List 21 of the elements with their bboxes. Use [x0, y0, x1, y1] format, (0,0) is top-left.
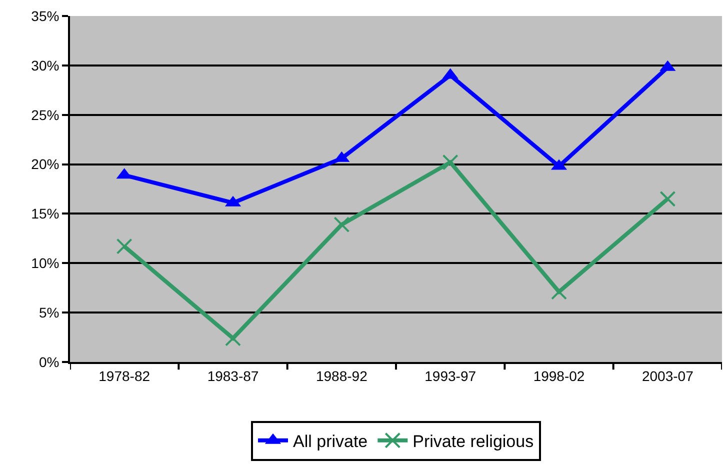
- point: [660, 190, 676, 207]
- point: [551, 284, 567, 300]
- x-tick-label: 2003-07: [642, 368, 694, 384]
- y-tick-label: 25%: [31, 106, 60, 123]
- point: [116, 238, 132, 254]
- x-tick-label: 1993-97: [424, 368, 476, 384]
- point: [442, 154, 458, 170]
- y-tick-label: 0%: [38, 354, 60, 370]
- y-tick-label: 15%: [31, 206, 60, 222]
- y-tick-label: 10%: [31, 255, 60, 272]
- x-tick-label: 1998-02: [533, 368, 585, 384]
- y-tick-label: 35%: [31, 8, 60, 24]
- y-tick-label: 5%: [38, 304, 60, 320]
- x-tick-label: 1983-87: [207, 368, 259, 384]
- y-tick-label: 20%: [31, 156, 60, 172]
- x-tick-label: 1988-92: [316, 368, 368, 384]
- legend-label: All private: [293, 432, 368, 451]
- y-tick-label: 30%: [31, 57, 60, 74]
- legend-label: Private religious: [412, 432, 534, 451]
- x-tick-label: 1978-82: [98, 368, 150, 384]
- point: [334, 216, 350, 233]
